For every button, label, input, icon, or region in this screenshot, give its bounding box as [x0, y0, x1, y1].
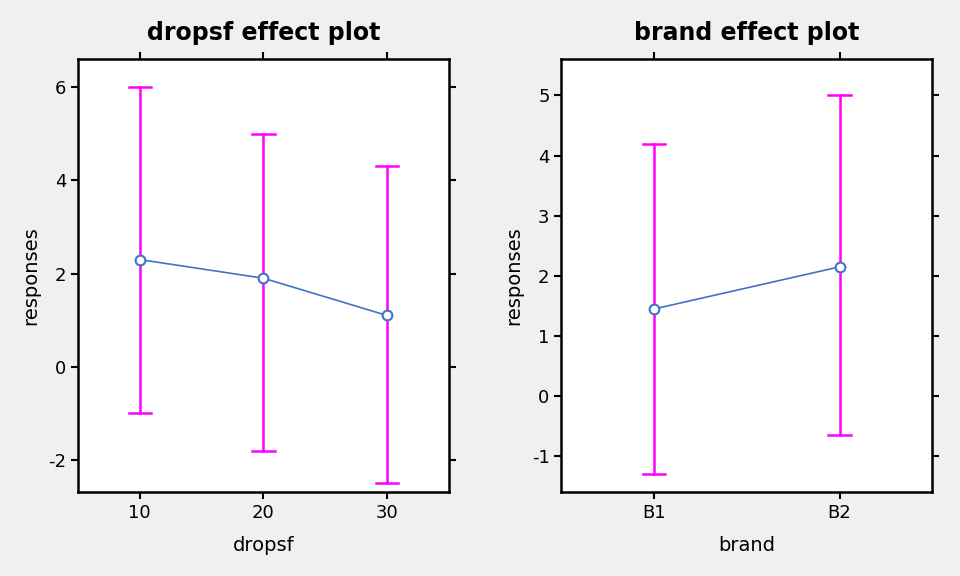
- Y-axis label: responses: responses: [21, 226, 39, 325]
- Title: brand effect plot: brand effect plot: [635, 21, 859, 45]
- Title: dropsf effect plot: dropsf effect plot: [147, 21, 380, 45]
- Y-axis label: responses: responses: [504, 226, 523, 325]
- X-axis label: brand: brand: [718, 536, 776, 555]
- X-axis label: dropsf: dropsf: [232, 536, 294, 555]
